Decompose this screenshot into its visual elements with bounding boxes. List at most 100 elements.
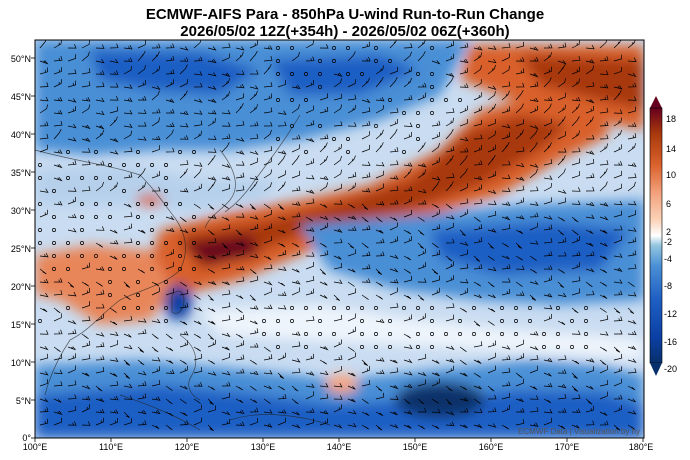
calm-marker — [332, 137, 336, 141]
lon-label: 140°E — [327, 442, 352, 452]
wind-barb — [249, 359, 257, 365]
calm-marker — [542, 345, 546, 349]
wind-barb — [305, 216, 314, 222]
wind-barb — [221, 332, 231, 338]
wind-barb — [515, 255, 523, 261]
wind-barb — [291, 155, 300, 166]
wind-barb — [249, 69, 259, 75]
calm-marker — [276, 59, 280, 63]
wind-barb — [95, 160, 105, 166]
wind-barb — [193, 346, 202, 352]
wind-barb — [445, 358, 455, 363]
wind-barb — [67, 43, 77, 49]
wind-barb — [627, 200, 637, 206]
wind-barb — [571, 66, 580, 75]
wind-barb — [109, 58, 119, 64]
calm-marker — [66, 254, 70, 258]
wind-barb — [501, 53, 510, 62]
calm-marker — [192, 150, 196, 154]
wind-barb — [515, 57, 525, 62]
calm-marker — [556, 345, 560, 349]
wind-barb — [123, 372, 131, 379]
wind-barb — [543, 251, 553, 257]
wind-barb — [249, 294, 256, 301]
wind-barb — [501, 242, 510, 248]
latitude-labels: 0° 5°N 10°N 15°N 20°N 25°N 30°N 35°N 40°… — [11, 54, 32, 443]
wind-barb — [95, 408, 105, 414]
wind-barb — [207, 333, 215, 340]
wind-barb — [599, 84, 609, 89]
wind-barb — [347, 281, 355, 287]
wind-barb — [599, 143, 608, 153]
wind-barb — [207, 117, 216, 127]
wind-barb — [473, 160, 483, 166]
wind-barb — [627, 237, 637, 244]
wind-barb — [515, 119, 524, 127]
wind-barb — [473, 372, 481, 378]
wind-barb — [319, 93, 328, 101]
wind-barb — [389, 278, 399, 284]
calm-marker — [290, 319, 294, 323]
wind-barb — [221, 392, 231, 400]
wind-barb — [221, 122, 231, 127]
wind-barb — [123, 281, 131, 288]
wind-barb — [179, 302, 189, 309]
wind-barb — [515, 229, 524, 235]
calm-marker — [500, 332, 504, 336]
wind-barb — [375, 238, 385, 244]
wind-barb — [599, 294, 608, 299]
wind-barb — [417, 92, 426, 101]
wind-barb — [529, 346, 539, 351]
wind-barb — [263, 287, 272, 296]
wind-barb — [277, 229, 286, 234]
wind-barb — [277, 394, 287, 400]
wind-barb — [347, 242, 355, 249]
wind-barb — [277, 110, 287, 115]
calm-marker — [444, 332, 448, 336]
wind-barb — [249, 242, 259, 247]
wind-barb — [445, 129, 454, 140]
wind-barb — [375, 318, 385, 323]
wind-barb — [501, 216, 511, 221]
wind-barb — [53, 290, 63, 296]
wind-barb — [543, 265, 553, 270]
wind-barb — [599, 229, 608, 234]
wind-barb — [263, 281, 273, 286]
wind-barb — [291, 201, 301, 206]
wind-barb — [151, 90, 160, 101]
wind-barb — [529, 355, 539, 361]
wind-barb — [249, 150, 259, 155]
calm-marker — [52, 254, 56, 258]
wind-barb — [445, 345, 455, 350]
wind-barb — [585, 398, 593, 405]
wind-barb — [459, 346, 467, 352]
wind-barb — [333, 262, 343, 270]
wind-barb — [291, 134, 301, 140]
wind-barb — [221, 43, 231, 49]
calm-marker — [164, 306, 168, 310]
calm-marker — [52, 267, 56, 271]
wind-barb — [571, 158, 581, 166]
wind-barb — [375, 65, 384, 75]
wind-barb — [599, 134, 609, 140]
wind-barb — [473, 359, 482, 364]
wind-barb — [179, 289, 189, 296]
wind-barb — [277, 352, 286, 361]
wind-barb — [67, 213, 77, 219]
wind-barb — [263, 56, 273, 62]
wind-barb — [123, 294, 131, 300]
wind-barb — [263, 385, 272, 390]
wind-barb — [515, 407, 525, 413]
wind-barb — [599, 307, 607, 313]
calm-marker — [276, 98, 280, 102]
wind-barb — [277, 216, 286, 221]
calm-marker — [136, 241, 140, 245]
wind-barb — [389, 395, 399, 400]
wind-barb — [431, 120, 441, 127]
wind-barb — [361, 365, 370, 374]
calm-marker — [430, 85, 434, 89]
wind-barb — [403, 344, 413, 349]
wind-barb — [347, 182, 357, 192]
wind-barb — [263, 64, 272, 75]
wind-barb — [431, 372, 440, 377]
